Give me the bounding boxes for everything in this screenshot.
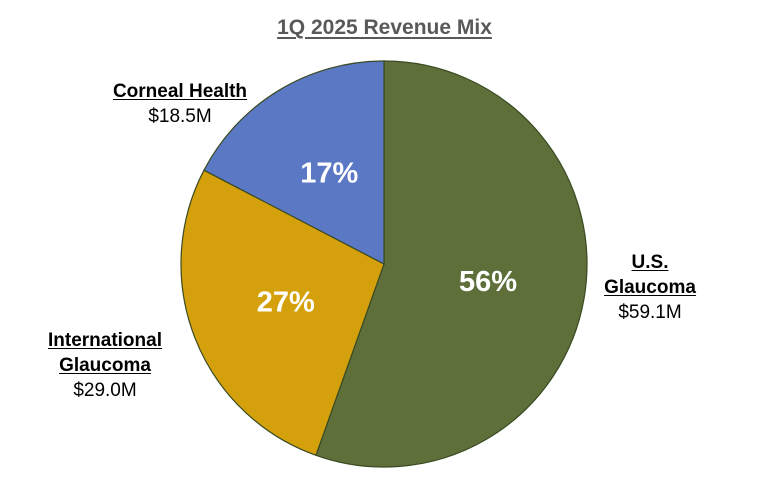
label-name-line-1: U.S. bbox=[631, 252, 669, 273]
chart-title: 1Q 2025 Revenue Mix bbox=[277, 16, 492, 39]
pie-slice-intl bbox=[180, 169, 385, 457]
legend-label-us-glaucoma: U.S. Glaucoma $59.1M bbox=[590, 250, 710, 325]
label-value: $29.0M bbox=[73, 380, 137, 401]
label-value: $59.1M bbox=[618, 302, 682, 323]
pie-slices bbox=[180, 60, 588, 468]
pie-slice-corneal bbox=[203, 60, 385, 265]
pie-slice-us bbox=[315, 60, 588, 468]
label-value: $18.5M bbox=[148, 106, 212, 127]
label-name-line-1: International bbox=[47, 330, 162, 351]
legend-label-corneal-health: Corneal Health $18.5M bbox=[100, 79, 260, 129]
label-name-line-2: Glaucoma bbox=[59, 355, 151, 376]
percent-label-intl: 27% bbox=[257, 287, 315, 319]
percent-label-corneal: 17% bbox=[300, 158, 358, 190]
label-name-line-2: Glaucoma bbox=[604, 277, 696, 298]
pie-percent-labels: 56% 27% 17% bbox=[257, 158, 518, 319]
label-name-line-1: Corneal Health bbox=[112, 81, 248, 102]
legend-label-international-glaucoma: International Glaucoma $29.0M bbox=[30, 328, 180, 403]
percent-label-us: 56% bbox=[459, 266, 517, 298]
